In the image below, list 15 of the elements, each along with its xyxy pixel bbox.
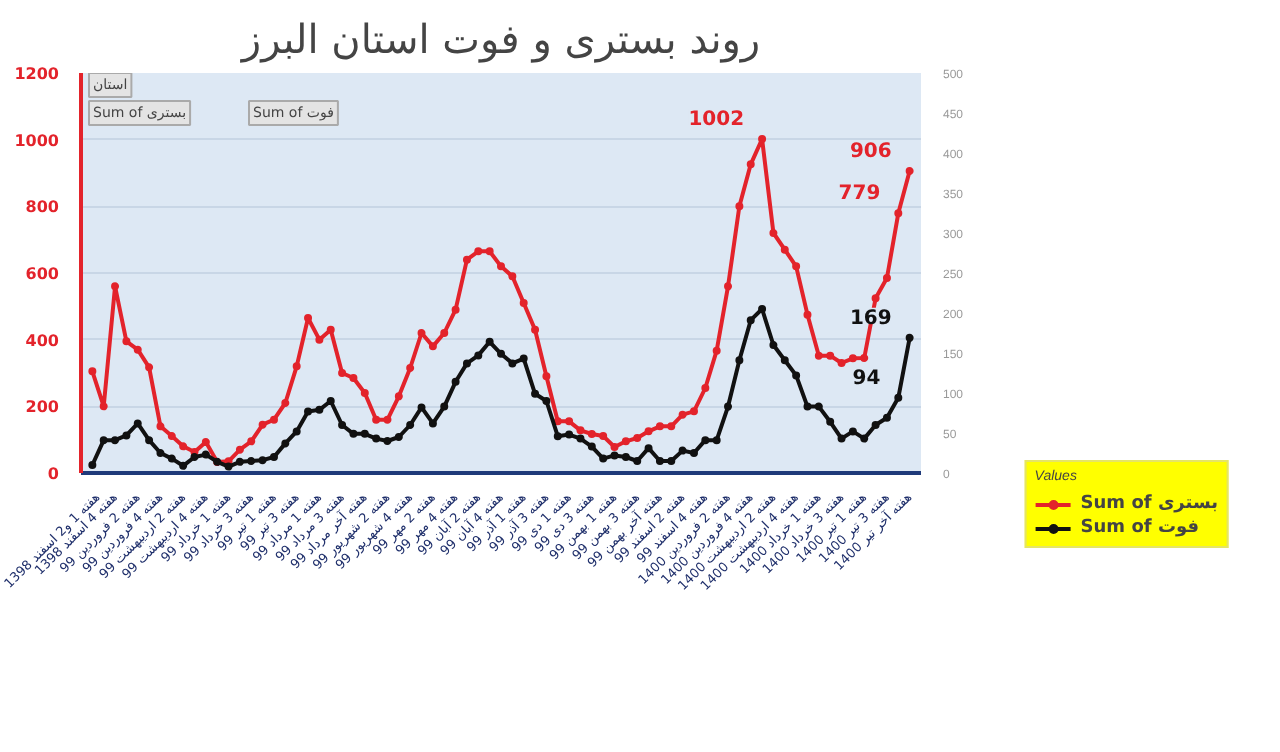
y-tick-label: 600 — [25, 265, 60, 283]
y-tick-label: 0 — [47, 465, 60, 483]
data-label: 1002 — [688, 109, 745, 131]
data-label: 94 — [852, 367, 881, 390]
legend-label: Sum of فوت — [1080, 518, 1200, 538]
y-tick-label: 400 — [25, 331, 60, 350]
y-tick-label: 800 — [25, 198, 60, 217]
data-label: 169 — [849, 307, 892, 330]
y-tick-label: 1000 — [14, 131, 60, 150]
legend-label: Sum of بستری — [1080, 494, 1218, 514]
data-label: 906 — [849, 141, 892, 163]
y-tick-label: 1200 — [14, 65, 60, 83]
y-tick-label: 200 — [25, 398, 60, 417]
data-label: 779 — [838, 183, 881, 206]
chart-title: روند بستری و فوت استان البرز — [239, 15, 761, 63]
